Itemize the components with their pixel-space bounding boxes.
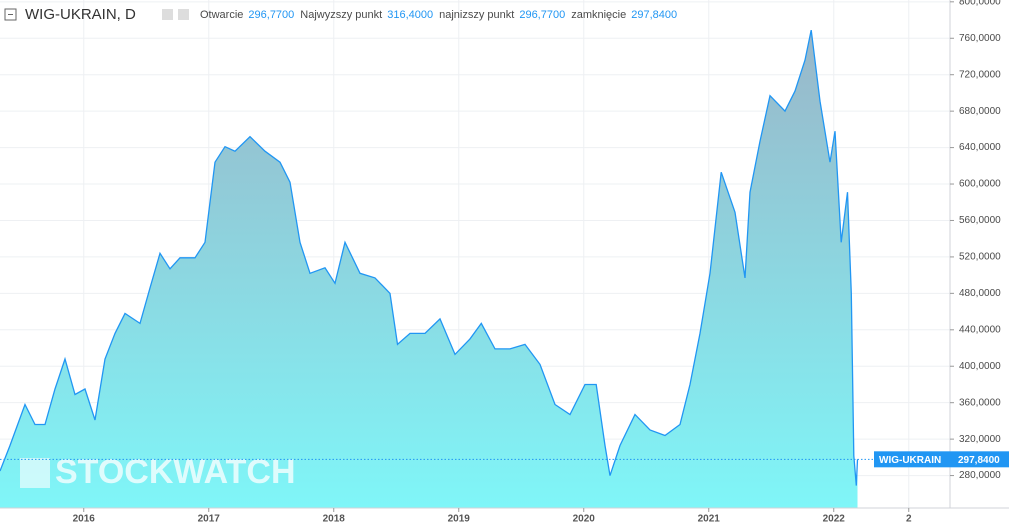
settings-icon[interactable] bbox=[178, 9, 189, 20]
x-tick-label: 2022 bbox=[823, 514, 846, 525]
x-tick-label: 2021 bbox=[698, 514, 721, 525]
y-tick-label: 400,0000 bbox=[959, 361, 1001, 372]
x-tick-label: 2020 bbox=[573, 514, 596, 525]
last-price-label: 297,8400 bbox=[958, 455, 1000, 466]
header-stats: Otwarcie 296,7700 Najwyzszy punkt 316,4000 n… bbox=[162, 9, 677, 21]
stat-name: zamknięcie bbox=[571, 9, 626, 21]
y-tick-label: 440,0000 bbox=[959, 324, 1001, 335]
y-tick-label: 800,0000 bbox=[959, 0, 1001, 7]
stat-value: 316,4000 bbox=[387, 9, 433, 21]
last-price-badge bbox=[874, 451, 1009, 468]
watermark-text: STOCKWATCH bbox=[55, 453, 296, 491]
last-price-name: WIG-UKRAIN bbox=[879, 455, 941, 466]
y-tick-label: 320,0000 bbox=[959, 434, 1001, 445]
y-tick-label: 360,0000 bbox=[959, 397, 1001, 408]
y-tick-label: 520,0000 bbox=[959, 252, 1001, 263]
stat-name: Otwarcie bbox=[200, 9, 243, 21]
area-fill bbox=[0, 30, 858, 508]
x-tick-label: 2019 bbox=[448, 514, 471, 525]
y-tick-label: 640,0000 bbox=[959, 142, 1001, 153]
stat-name: Najwyzszy punkt bbox=[300, 9, 382, 21]
stat-value: 296,7700 bbox=[519, 9, 565, 21]
x-tick-label: 2016 bbox=[73, 514, 96, 525]
y-tick-label: 680,0000 bbox=[959, 106, 1001, 117]
y-tick-label: 600,0000 bbox=[959, 179, 1001, 190]
y-tick-label: 480,0000 bbox=[959, 288, 1001, 299]
x-tick-label: 2017 bbox=[198, 514, 221, 525]
y-tick-label: 760,0000 bbox=[959, 33, 1001, 44]
price-line bbox=[0, 29, 859, 486]
stat-value: 296,7700 bbox=[248, 9, 294, 21]
plot bbox=[0, 29, 859, 508]
stat-value: 297,8400 bbox=[631, 9, 677, 21]
chart-title: WIG-UKRAIN, D bbox=[25, 6, 136, 23]
settings-icon[interactable] bbox=[162, 9, 173, 20]
x-tick-label: 2018 bbox=[323, 514, 346, 525]
x-tick-label: 2 bbox=[906, 514, 912, 525]
stat-name: najnizszy punkt bbox=[439, 9, 514, 21]
y-tick-label: 280,0000 bbox=[959, 470, 1001, 481]
y-tick-label: 560,0000 bbox=[959, 215, 1001, 226]
watermark-icon bbox=[20, 458, 50, 488]
y-tick-label: 720,0000 bbox=[959, 69, 1001, 80]
collapse-icon[interactable] bbox=[4, 8, 17, 21]
